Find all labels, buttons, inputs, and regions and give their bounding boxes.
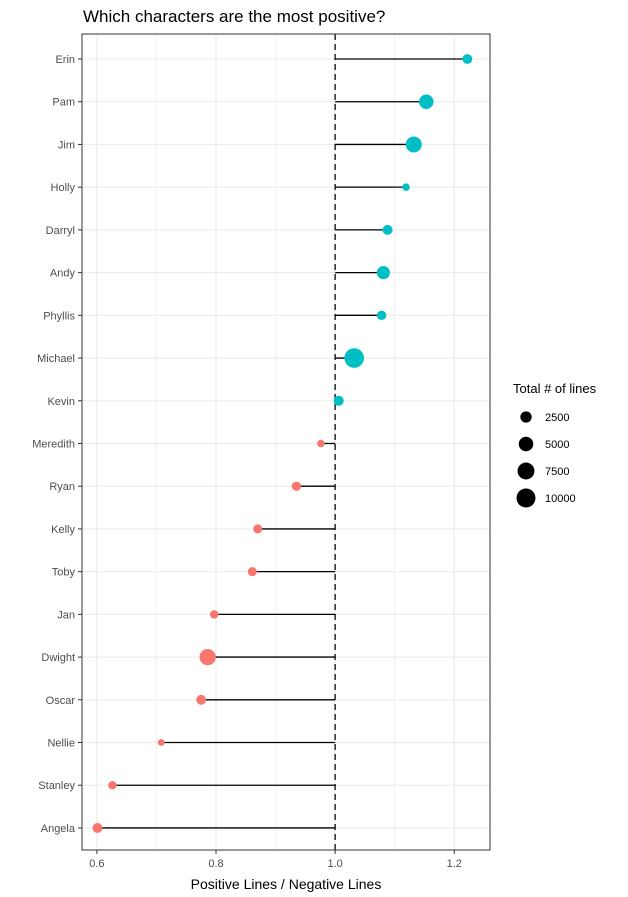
x-tick-label: 0.8 (208, 858, 223, 870)
y-tick-label: Ryan (49, 481, 75, 493)
point-meredith (317, 439, 325, 448)
point-phyllis (376, 310, 387, 321)
point-oscar (196, 694, 207, 705)
legend-label: 7500 (545, 466, 569, 478)
y-tick-label: Erin (55, 54, 75, 66)
y-tick-label: Phyllis (43, 310, 75, 322)
legend-label: 5000 (545, 439, 569, 451)
legend: Total # of lines 2500 5000 7500 10000 (513, 381, 597, 508)
point-pam (419, 94, 434, 109)
y-axis: Erin Pam Jim Holly Darryl Andy Phyllis Michael K… (32, 54, 82, 835)
x-tick-label: 1.0 (327, 858, 342, 870)
x-tick-label: 1.2 (447, 858, 462, 870)
y-tick-label: Michael (37, 353, 75, 365)
point-jan (209, 610, 219, 619)
stems (97, 58, 468, 829)
y-tick-label: Angela (41, 823, 76, 835)
grid (82, 34, 490, 850)
legend-key (518, 436, 534, 452)
point-dwight (199, 648, 216, 666)
legend-key (516, 488, 536, 508)
y-tick-label: Darryl (46, 225, 75, 237)
points (92, 54, 473, 833)
point-toby (247, 567, 257, 577)
point-ryan (291, 481, 302, 491)
point-darryl (382, 224, 393, 235)
point-andy (376, 266, 390, 280)
y-tick-label: Kevin (47, 396, 75, 408)
legend-label: 10000 (545, 493, 576, 505)
legend-title: Total # of lines (513, 381, 597, 396)
y-tick-label: Stanley (38, 780, 75, 792)
point-jim (405, 136, 422, 153)
legend-key (517, 462, 535, 480)
point-angela (92, 823, 103, 833)
y-tick-label: Holly (51, 182, 76, 194)
point-kelly (253, 524, 263, 534)
panel-border (81, 33, 491, 851)
point-kevin (333, 395, 344, 406)
chart-title: Which characters are the most positive? (83, 7, 385, 26)
x-axis-title: Positive Lines / Negative Lines (191, 876, 382, 892)
legend-label: 2500 (545, 412, 569, 424)
y-tick-label: Jan (57, 609, 75, 621)
y-tick-label: Jim (58, 139, 75, 151)
point-erin (462, 54, 473, 64)
y-tick-label: Oscar (46, 695, 76, 707)
x-tick-label: 0.6 (89, 858, 104, 870)
y-tick-label: Toby (52, 567, 76, 579)
y-tick-label: Andy (50, 268, 76, 280)
y-tick-label: Pam (52, 97, 75, 109)
point-michael (344, 348, 364, 368)
point-holly (402, 183, 410, 191)
point-nellie (157, 739, 165, 746)
y-tick-label: Nellie (47, 738, 75, 750)
y-tick-label: Kelly (51, 524, 75, 536)
legend-key (520, 411, 532, 423)
y-tick-label: Meredith (32, 438, 75, 450)
y-tick-label: Dwight (41, 652, 75, 664)
x-axis: 0.6 0.8 1.0 1.2 (89, 850, 462, 870)
point-stanley (108, 781, 117, 790)
